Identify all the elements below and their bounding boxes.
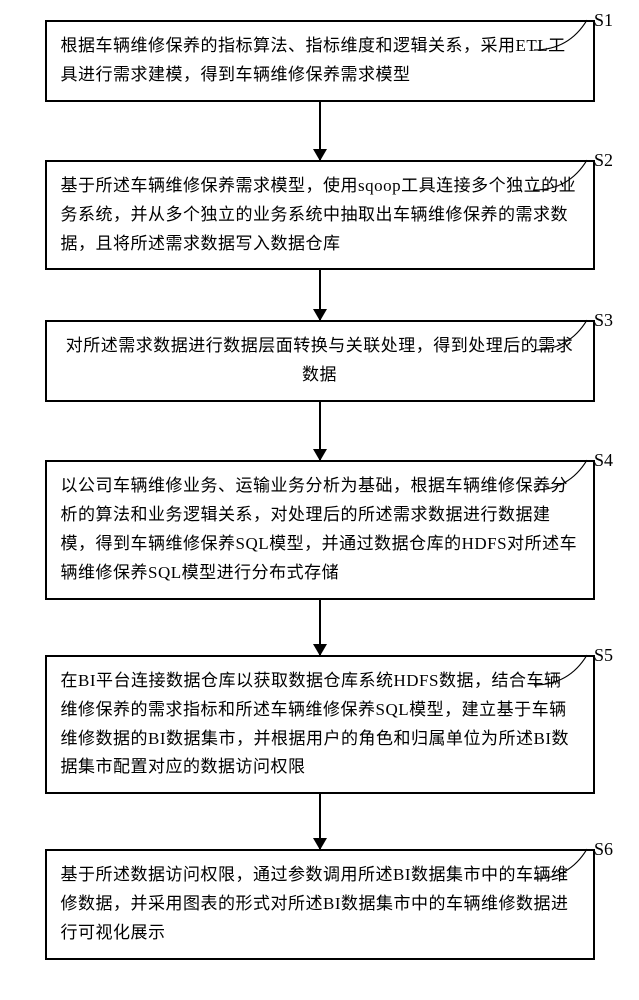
step-box-s2: 基于所述车辆维修保养需求模型，使用sqoop工具连接多个独立的业务系统，并从多个… [45, 160, 595, 271]
flowchart-container: 根据车辆维修保养的指标算法、指标维度和逻辑关系，采用ETL工具进行需求建模，得到… [30, 20, 609, 960]
step-label-s6: S6 [594, 839, 613, 860]
arrow-after-s3 [319, 402, 321, 460]
step-wrap-s1: 根据车辆维修保养的指标算法、指标维度和逻辑关系，采用ETL工具进行需求建模，得到… [30, 20, 609, 102]
step-label-s4: S4 [594, 450, 613, 471]
arrow-after-s5 [319, 794, 321, 849]
arrow-after-s2 [319, 270, 321, 320]
step-wrap-s4: 以公司车辆维修业务、运输业务分析为基础，根据车辆维修保养分析的算法和业务逻辑关系… [30, 460, 609, 600]
step-box-s1: 根据车辆维修保养的指标算法、指标维度和逻辑关系，采用ETL工具进行需求建模，得到… [45, 20, 595, 102]
step-wrap-s6: 基于所述数据访问权限，通过参数调用所述BI数据集市中的车辆维修数据，并采用图表的… [30, 849, 609, 960]
step-wrap-s3: 对所述需求数据进行数据层面转换与关联处理，得到处理后的需求数据S3 [30, 320, 609, 402]
step-wrap-s2: 基于所述车辆维修保养需求模型，使用sqoop工具连接多个独立的业务系统，并从多个… [30, 160, 609, 271]
arrow-after-s1 [319, 102, 321, 160]
step-label-s5: S5 [594, 645, 613, 666]
arrow-after-s4 [319, 600, 321, 655]
step-box-s4: 以公司车辆维修业务、运输业务分析为基础，根据车辆维修保养分析的算法和业务逻辑关系… [45, 460, 595, 600]
step-label-s2: S2 [594, 150, 613, 171]
step-label-s3: S3 [594, 310, 613, 331]
step-box-s6: 基于所述数据访问权限，通过参数调用所述BI数据集市中的车辆维修数据，并采用图表的… [45, 849, 595, 960]
step-label-s1: S1 [594, 10, 613, 31]
step-box-s3: 对所述需求数据进行数据层面转换与关联处理，得到处理后的需求数据 [45, 320, 595, 402]
step-wrap-s5: 在BI平台连接数据仓库以获取数据仓库系统HDFS数据，结合车辆维修保养的需求指标… [30, 655, 609, 795]
step-box-s5: 在BI平台连接数据仓库以获取数据仓库系统HDFS数据，结合车辆维修保养的需求指标… [45, 655, 595, 795]
